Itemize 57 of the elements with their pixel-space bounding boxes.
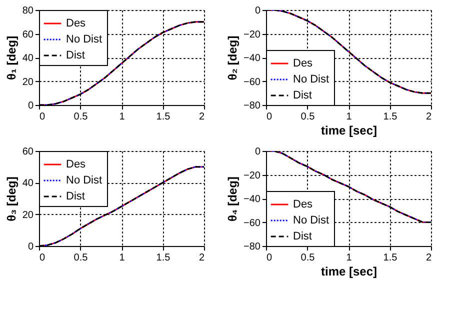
y-tick-label: 40 — [22, 53, 34, 64]
y-tick-label: 0 — [254, 146, 261, 158]
legend-label: No Dist — [66, 174, 102, 186]
y-tick-label: 20 — [22, 76, 34, 88]
y-tick-label: 60 — [22, 29, 34, 40]
y-tick-label: −20 — [244, 170, 261, 182]
legend-label: No Dist — [293, 214, 330, 226]
x-tick-label: 0.5 — [74, 252, 88, 264]
y-tick-label: 0 — [254, 6, 261, 16]
x-tick-label: 0 — [40, 112, 46, 122]
y-tick-label: 80 — [22, 6, 34, 16]
legend-label: Dist — [293, 230, 312, 242]
x-tick-label: 1.5 — [383, 112, 398, 122]
x-tick-label: 2 — [198, 112, 205, 122]
x-tick-label: 1.5 — [156, 252, 171, 264]
x-tick-label: 1 — [346, 252, 352, 264]
y-axis-title: θ₁ [deg] — [4, 36, 18, 80]
y-tick-label: −40 — [244, 194, 261, 205]
legend-label: Des — [293, 198, 314, 210]
legend-label: No Dist — [66, 34, 102, 46]
x-tick-label: 0.5 — [300, 112, 316, 122]
x-tick-label: 0 — [266, 252, 272, 264]
x-tick-label: 0.5 — [300, 252, 316, 264]
legend-label: Dist — [66, 50, 85, 62]
legend-label: No Dist — [293, 74, 330, 86]
legend-label: Des — [66, 18, 86, 30]
y-axis-title: θ₄ [deg] — [226, 176, 240, 222]
y-tick-label: 60 — [22, 146, 34, 158]
x-tick-label: 2 — [426, 252, 432, 264]
x-axis-title: time [sec] — [320, 124, 378, 138]
x-tick-label: 2 — [426, 112, 432, 122]
y-tick-label: −80 — [244, 242, 261, 252]
y-tick-label: −60 — [244, 218, 261, 229]
x-tick-label: 0.5 — [74, 112, 88, 122]
x-axis-title: time [sec] — [320, 264, 378, 278]
legend-label: Dist — [293, 90, 312, 102]
x-tick-label: 0 — [266, 112, 272, 122]
y-tick-label: 0 — [28, 100, 34, 112]
x-tick-label: 1 — [346, 112, 352, 122]
x-tick-label: 1.5 — [156, 112, 171, 122]
y-axis-title: θ₃ [deg] — [4, 176, 18, 222]
y-tick-label: −80 — [244, 100, 261, 112]
y-tick-label: 20 — [22, 210, 34, 221]
x-tick-label: 1.5 — [383, 252, 398, 264]
y-tick-label: 0 — [28, 242, 34, 252]
y-tick-label: −60 — [244, 76, 261, 88]
x-tick-label: 0 — [40, 252, 46, 264]
legend-label: Des — [293, 58, 314, 70]
y-tick-label: −20 — [244, 29, 261, 40]
y-tick-label: −40 — [244, 53, 261, 64]
y-axis-title: θ₂ [deg] — [226, 36, 240, 80]
legend-label: Des — [66, 158, 86, 170]
y-tick-label: 40 — [22, 178, 34, 190]
legend-label: Dist — [66, 190, 85, 202]
x-tick-label: 1 — [119, 252, 126, 264]
x-tick-label: 1 — [119, 112, 126, 122]
x-tick-label: 2 — [198, 252, 205, 264]
